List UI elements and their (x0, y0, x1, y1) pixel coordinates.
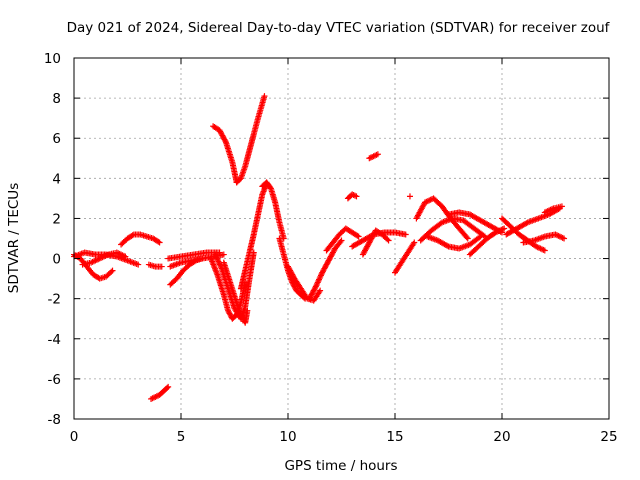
data-point (267, 184, 274, 191)
data-point (312, 284, 319, 291)
data-point (165, 383, 172, 390)
data-point (523, 220, 530, 227)
data-point (411, 239, 418, 246)
grid-lines (74, 58, 609, 419)
y-tick-label: 8 (52, 91, 61, 107)
y-tick-label: -2 (48, 292, 61, 308)
y-tick-label: -6 (48, 372, 61, 388)
data-point (477, 233, 484, 240)
data-point (480, 232, 487, 239)
data-point (476, 234, 483, 241)
data-point (164, 384, 171, 391)
x-tick-label: 5 (177, 429, 186, 445)
data-point (541, 247, 548, 254)
x-axis-label: GPS time / hours (284, 458, 397, 474)
data-point (352, 192, 359, 199)
data-point (464, 235, 471, 242)
data-point (129, 232, 136, 239)
plot-frame (73, 57, 610, 420)
data-point (108, 268, 115, 275)
data-point (463, 234, 470, 241)
data-point (109, 267, 116, 274)
data-point (354, 232, 361, 239)
data-point (561, 235, 568, 242)
data-point (444, 242, 451, 249)
data-point (355, 233, 362, 240)
data-point (261, 93, 268, 100)
data-point (353, 193, 360, 200)
y-tick-label: 10 (44, 51, 61, 67)
data-point (338, 237, 345, 244)
data-point (216, 249, 223, 256)
data-point (220, 251, 227, 258)
data-point (406, 193, 413, 200)
y-tick-label: -4 (48, 332, 61, 348)
data-point (155, 238, 162, 245)
data-point (385, 237, 392, 244)
data-point (317, 287, 324, 294)
data-point (122, 253, 129, 260)
x-tick-label: 15 (386, 429, 403, 445)
data-points (71, 93, 568, 402)
y-tick-label: 6 (52, 131, 61, 147)
data-point (384, 236, 391, 243)
data-point (222, 137, 229, 144)
x-tick-label: 20 (493, 429, 510, 445)
data-point (374, 151, 381, 158)
data-point (158, 263, 165, 270)
y-tick-label: 2 (52, 211, 61, 227)
y-tick-label: -8 (48, 412, 61, 428)
x-tick-label: 0 (70, 429, 79, 445)
x-tick-label: 10 (279, 429, 296, 445)
chart-title: Day 021 of 2024, Sidereal Day-to-day VTE… (67, 20, 611, 36)
data-point (156, 239, 163, 246)
data-point (501, 225, 508, 232)
axis-ticks: 0 5 10 15 20 25 -8 -6 -4 -2 0 2 4 6 8 10 (44, 51, 618, 445)
data-point (244, 307, 251, 314)
y-tick-label: 0 (52, 252, 61, 268)
data-point (337, 238, 344, 245)
data-point (402, 231, 409, 238)
y-tick-label: 4 (52, 171, 61, 187)
x-tick-label: 25 (600, 429, 617, 445)
y-axis-label: SDTVAR / TECUs (6, 183, 22, 293)
data-point (558, 203, 565, 210)
data-point (135, 261, 142, 268)
